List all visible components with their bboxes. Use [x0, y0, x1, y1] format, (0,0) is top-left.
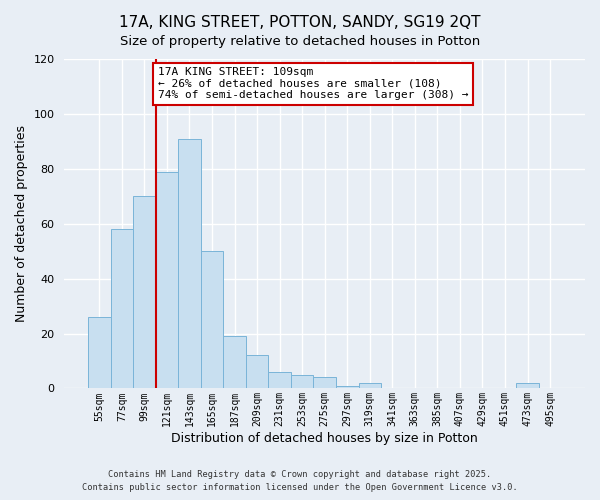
Bar	[178, 138, 201, 388]
Bar	[291, 374, 313, 388]
Y-axis label: Number of detached properties: Number of detached properties	[15, 125, 28, 322]
Bar	[133, 196, 155, 388]
Bar	[336, 386, 359, 388]
Bar	[268, 372, 291, 388]
Bar	[110, 229, 133, 388]
Bar	[313, 378, 336, 388]
Bar	[88, 317, 110, 388]
Text: 17A KING STREET: 109sqm
← 26% of detached houses are smaller (108)
74% of semi-d: 17A KING STREET: 109sqm ← 26% of detache…	[158, 67, 469, 100]
Text: Size of property relative to detached houses in Potton: Size of property relative to detached ho…	[120, 35, 480, 48]
Bar	[155, 172, 178, 388]
Bar	[246, 356, 268, 388]
X-axis label: Distribution of detached houses by size in Potton: Distribution of detached houses by size …	[172, 432, 478, 445]
Bar	[516, 383, 539, 388]
Text: 17A, KING STREET, POTTON, SANDY, SG19 2QT: 17A, KING STREET, POTTON, SANDY, SG19 2Q…	[119, 15, 481, 30]
Bar	[359, 383, 381, 388]
Bar	[223, 336, 246, 388]
Text: Contains HM Land Registry data © Crown copyright and database right 2025.
Contai: Contains HM Land Registry data © Crown c…	[82, 470, 518, 492]
Bar	[201, 251, 223, 388]
